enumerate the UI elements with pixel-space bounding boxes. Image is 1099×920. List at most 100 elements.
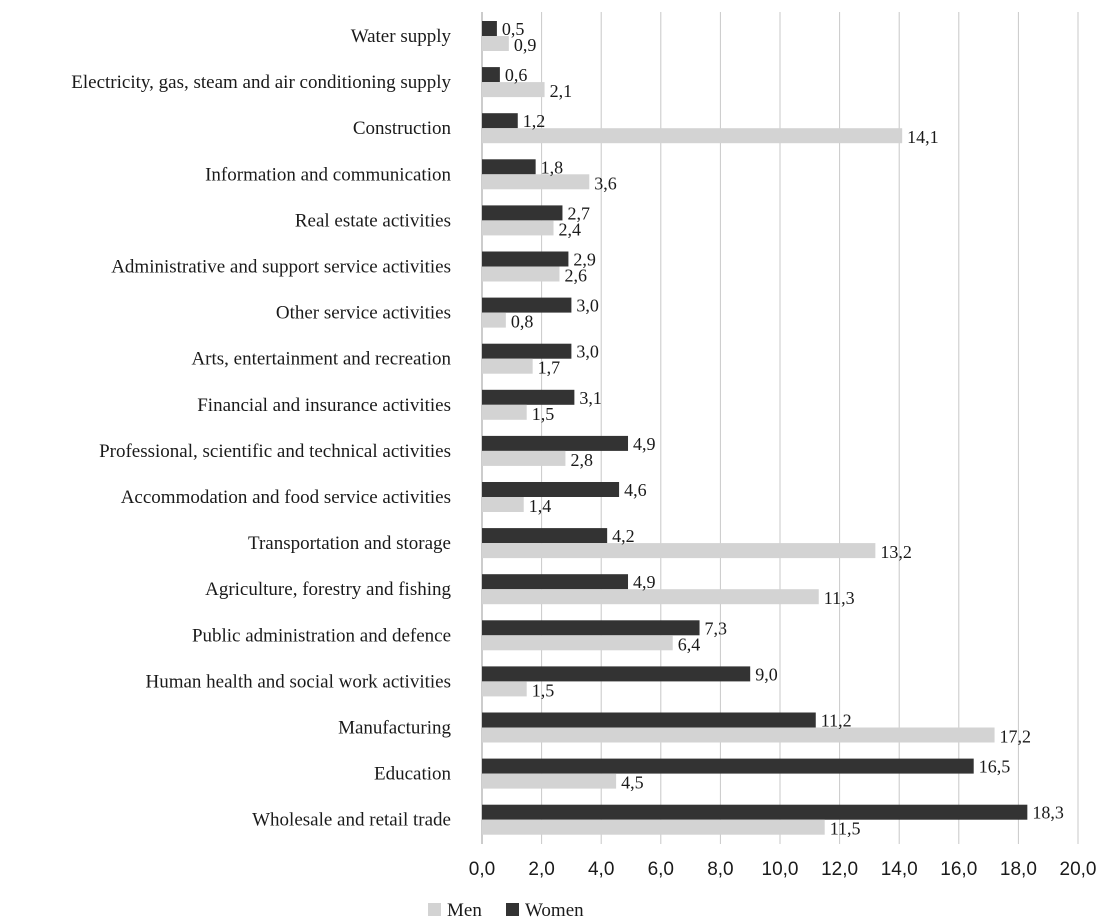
bar-women [482,620,700,636]
category-label: Wholesale and retail trade [252,810,451,831]
data-label-men: 3,6 [594,173,617,193]
bar-men [482,220,554,236]
bar-women [482,528,608,544]
category-label: Real estate activities [295,210,451,231]
data-labels: 0,50,9 0,6 2,11,2 14,1 1,8 3,62,72,4 2,92,6 3,0… [502,19,1064,839]
data-label-men: 2,8 [570,450,593,470]
legend: Men Women [428,900,584,920]
data-label-men: 4,5 [621,773,644,793]
bar-women [482,251,569,267]
category-label: Construction [353,118,452,139]
category-label: Other service activities [276,303,451,324]
x-tick-label: 20,0 [1060,859,1097,880]
bar-men [482,358,533,374]
category-label: Human health and social work activities [146,671,452,692]
bar-men [482,727,995,743]
data-label-men: 11,3 [824,588,855,608]
bar-men [482,497,524,512]
data-label-women: 4,6 [624,480,647,500]
data-label-men: 13,2 [880,542,912,562]
bar-men [482,266,560,282]
bar-women [482,758,974,774]
data-label-women: 4,2 [612,526,635,546]
legend-swatch-women [506,903,519,916]
data-label-women: 9,0 [755,664,778,684]
data-label-women: 18,3 [1032,803,1064,823]
x-tick-label: 6,0 [648,859,674,880]
bars [482,21,1028,835]
data-label-women: 1,2 [523,111,546,131]
category-label: Public administration and defence [192,625,451,646]
data-label-men: 2,6 [564,266,587,286]
bar-women [482,389,575,405]
bar-men [482,819,825,835]
category-label: Financial and insurance activities [197,395,451,416]
data-label-men: 0,9 [514,35,537,55]
bar-women [482,297,572,313]
bar-men [482,404,527,420]
category-label: Professional, scientific and technical a… [99,441,451,462]
x-tick-label: 14,0 [881,859,918,880]
bar-men [482,589,819,605]
bar-men [482,128,903,144]
bar-women [482,21,497,36]
x-tick-label: 18,0 [1000,859,1037,880]
data-label-women: 2,7 [567,203,590,223]
category-label: Transportation and storage [248,533,451,554]
x-tick-label: 16,0 [940,859,977,880]
x-tick-label: 0,0 [469,859,495,880]
data-label-women: 3,1 [579,388,602,408]
x-axis-ticks: 0,0 2,0 4,0 6,0 8,0 10,0 12,0 14,0 16,0 18,0 20,0 [469,859,1097,880]
data-label-men: 1,4 [529,496,552,516]
bar-women [482,482,620,497]
bar-women [482,343,572,359]
data-label-men: 1,5 [532,404,555,424]
category-label: Education [374,764,452,785]
bar-women [482,435,629,451]
category-label: Administrative and support service activ… [111,257,451,278]
data-label-men: 11,5 [830,819,861,839]
bar-women [482,113,518,129]
category-label: Agriculture, forestry and fishing [205,579,451,600]
bar-men [482,312,506,328]
category-label: Water supply [351,26,452,47]
legend-label-men: Men [447,900,482,920]
data-label-women: 3,0 [576,296,599,316]
bar-women [482,712,816,728]
data-label-women: 0,5 [502,19,525,39]
bar-men [482,681,527,697]
data-label-men: 17,2 [1000,727,1032,747]
data-label-men: 6,4 [678,634,701,654]
data-label-men: 2,1 [550,81,573,101]
data-label-men: 1,7 [538,358,561,378]
x-tick-label: 12,0 [821,859,858,880]
data-label-women: 4,9 [633,434,656,454]
legend-label-women: Women [525,900,584,920]
data-label-men: 0,8 [511,312,533,332]
data-label-men: 1,5 [532,680,555,700]
bar-men [482,36,509,51]
data-label-women: 11,2 [821,711,852,731]
category-labels: Water supply Electricity, gas, steam and … [71,26,451,831]
data-label-women: 16,5 [979,757,1011,777]
data-label-men: 2,4 [559,219,582,239]
bar-women [482,205,563,221]
data-label-women: 3,0 [576,342,599,362]
bar-men [482,450,566,466]
x-tick-label: 2,0 [528,859,554,880]
bar-men [482,543,876,559]
bar-women [482,159,536,175]
x-tick-label: 8,0 [707,859,733,880]
category-label: Arts, entertainment and recreation [191,349,451,370]
category-label: Manufacturing [338,718,451,739]
bar-women [482,804,1028,820]
bar-women [482,666,751,682]
category-label: Information and communication [205,164,451,185]
data-label-men: 14,1 [907,127,939,147]
category-label: Accommodation and food service activitie… [121,487,451,508]
legend-swatch-men [428,903,441,916]
data-label-women: 7,3 [705,618,728,638]
data-label-women: 0,6 [505,65,528,85]
bar-men [482,82,545,98]
